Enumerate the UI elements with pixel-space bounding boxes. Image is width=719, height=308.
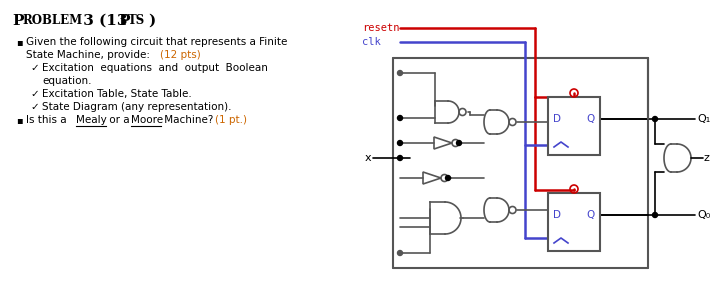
Circle shape — [398, 250, 403, 256]
Text: Q: Q — [587, 210, 595, 220]
Circle shape — [653, 116, 657, 121]
Text: ✓: ✓ — [30, 63, 39, 73]
Text: Excitation  equations  and  output  Boolean: Excitation equations and output Boolean — [42, 63, 268, 73]
Text: ✓: ✓ — [30, 89, 39, 99]
Text: equation.: equation. — [42, 76, 91, 86]
Text: ▪: ▪ — [16, 115, 22, 125]
Text: (12 pts): (12 pts) — [160, 50, 201, 60]
Text: resetn: resetn — [362, 23, 400, 33]
Circle shape — [398, 71, 403, 75]
Text: Is this a: Is this a — [26, 115, 70, 125]
Text: D: D — [553, 114, 561, 124]
Bar — [548, 193, 600, 251]
Text: clk: clk — [362, 37, 381, 47]
Circle shape — [398, 116, 403, 120]
Text: P: P — [12, 14, 24, 28]
Text: TS: TS — [128, 14, 145, 27]
Text: z: z — [704, 153, 710, 163]
Circle shape — [457, 140, 462, 145]
Circle shape — [398, 140, 403, 145]
Circle shape — [398, 156, 403, 160]
Text: Mealy: Mealy — [76, 115, 106, 125]
Text: Moore: Moore — [131, 115, 163, 125]
Text: 3 (13: 3 (13 — [78, 14, 133, 28]
Text: ): ) — [148, 14, 155, 28]
Text: Q: Q — [587, 114, 595, 124]
Text: ▪: ▪ — [16, 37, 22, 47]
Text: Q₁: Q₁ — [697, 114, 710, 124]
Circle shape — [446, 176, 451, 180]
Text: ✓: ✓ — [30, 102, 39, 112]
Text: Q₀: Q₀ — [697, 210, 710, 220]
Text: (1 pt.): (1 pt.) — [215, 115, 247, 125]
Text: D: D — [553, 210, 561, 220]
Text: Excitation Table, State Table.: Excitation Table, State Table. — [42, 89, 192, 99]
Circle shape — [653, 213, 657, 217]
Text: State Machine, provide:: State Machine, provide: — [26, 50, 153, 60]
Text: ROBLEM: ROBLEM — [22, 14, 82, 27]
Text: x: x — [365, 153, 372, 163]
Text: P: P — [118, 14, 129, 28]
Text: Given the following circuit that represents a Finite: Given the following circuit that represe… — [26, 37, 288, 47]
Bar — [548, 97, 600, 155]
Text: Machine?: Machine? — [161, 115, 216, 125]
Text: State Diagram (any representation).: State Diagram (any representation). — [42, 102, 232, 112]
Text: or a: or a — [106, 115, 133, 125]
